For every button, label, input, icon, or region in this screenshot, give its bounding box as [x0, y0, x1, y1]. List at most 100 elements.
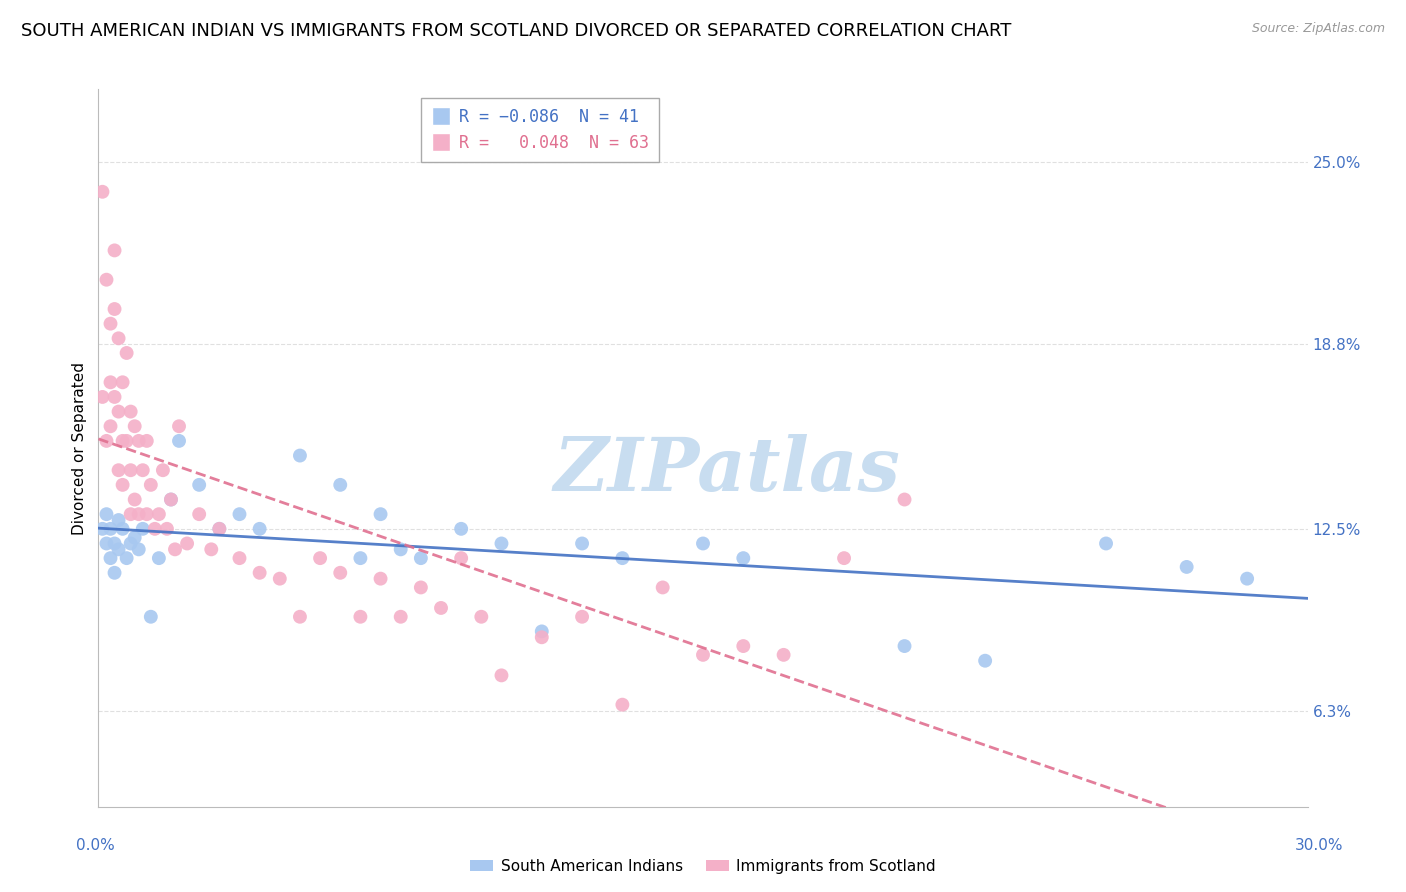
Point	[135, 507, 157, 521]
Point	[208, 522, 231, 536]
Point	[188, 478, 211, 492]
Point	[893, 639, 915, 653]
Point	[692, 648, 714, 662]
Point	[832, 551, 855, 566]
Point	[450, 551, 472, 566]
Point	[100, 522, 122, 536]
Point	[288, 449, 311, 463]
Point	[135, 434, 157, 448]
Point	[530, 624, 553, 639]
Point	[1175, 560, 1198, 574]
Point	[409, 551, 432, 566]
Point	[430, 601, 453, 615]
Point	[100, 376, 122, 390]
Point	[124, 531, 146, 545]
Point	[91, 390, 114, 404]
Point	[893, 492, 915, 507]
Point	[152, 463, 174, 477]
Point	[120, 507, 142, 521]
Point	[370, 507, 392, 521]
Point	[651, 581, 673, 595]
Point	[107, 542, 129, 557]
Point	[100, 419, 122, 434]
Point	[450, 522, 472, 536]
Point	[100, 551, 122, 566]
Point	[208, 522, 231, 536]
Point	[491, 668, 513, 682]
Text: 30.0%: 30.0%	[1295, 838, 1343, 853]
Point	[120, 463, 142, 477]
Point	[389, 609, 412, 624]
Point	[329, 478, 352, 492]
Point	[96, 273, 118, 287]
Point	[115, 434, 138, 448]
Point	[309, 551, 332, 566]
Point	[249, 522, 271, 536]
Point	[228, 551, 250, 566]
Point	[120, 404, 142, 418]
Point	[1095, 536, 1118, 550]
Point	[96, 536, 118, 550]
Point	[148, 507, 170, 521]
Point	[115, 551, 138, 566]
Point	[370, 572, 392, 586]
Point	[107, 331, 129, 345]
Point	[91, 522, 114, 536]
Point	[974, 654, 997, 668]
Point	[128, 507, 150, 521]
Point	[132, 522, 155, 536]
Point	[176, 536, 198, 550]
Point	[249, 566, 271, 580]
Point	[128, 542, 150, 557]
Point	[349, 609, 371, 624]
Point	[269, 572, 291, 586]
Legend: R = −0.086  N = 41, R =   0.048  N = 63: R = −0.086 N = 41, R = 0.048 N = 63	[420, 97, 659, 161]
Point	[103, 244, 125, 258]
Point	[139, 609, 162, 624]
Point	[612, 698, 634, 712]
Text: Source: ZipAtlas.com: Source: ZipAtlas.com	[1251, 22, 1385, 36]
Point	[188, 507, 211, 521]
Text: ZIPatlas: ZIPatlas	[554, 434, 901, 506]
Point	[96, 434, 118, 448]
Point	[1236, 572, 1258, 586]
Point	[111, 376, 134, 390]
Point	[103, 301, 125, 316]
Point	[571, 609, 593, 624]
Point	[103, 566, 125, 580]
Point	[111, 434, 134, 448]
Point	[91, 185, 114, 199]
Point	[156, 522, 179, 536]
Point	[103, 536, 125, 550]
Point	[124, 492, 146, 507]
Point	[733, 551, 755, 566]
Legend: South American Indians, Immigrants from Scotland: South American Indians, Immigrants from …	[464, 853, 942, 880]
Point	[107, 404, 129, 418]
Point	[132, 463, 155, 477]
Point	[491, 536, 513, 550]
Point	[111, 478, 134, 492]
Point	[115, 346, 138, 360]
Point	[103, 390, 125, 404]
Point	[470, 609, 492, 624]
Point	[349, 551, 371, 566]
Point	[107, 513, 129, 527]
Point	[329, 566, 352, 580]
Point	[100, 317, 122, 331]
Point	[612, 551, 634, 566]
Point	[389, 542, 412, 557]
Point	[148, 551, 170, 566]
Y-axis label: Divorced or Separated: Divorced or Separated	[72, 362, 87, 534]
Text: 0.0%: 0.0%	[76, 838, 115, 853]
Point	[733, 639, 755, 653]
Text: SOUTH AMERICAN INDIAN VS IMMIGRANTS FROM SCOTLAND DIVORCED OR SEPARATED CORRELAT: SOUTH AMERICAN INDIAN VS IMMIGRANTS FROM…	[21, 22, 1011, 40]
Point	[111, 522, 134, 536]
Point	[571, 536, 593, 550]
Point	[160, 492, 183, 507]
Point	[692, 536, 714, 550]
Point	[107, 463, 129, 477]
Point	[96, 507, 118, 521]
Point	[200, 542, 222, 557]
Point	[228, 507, 250, 521]
Point	[143, 522, 166, 536]
